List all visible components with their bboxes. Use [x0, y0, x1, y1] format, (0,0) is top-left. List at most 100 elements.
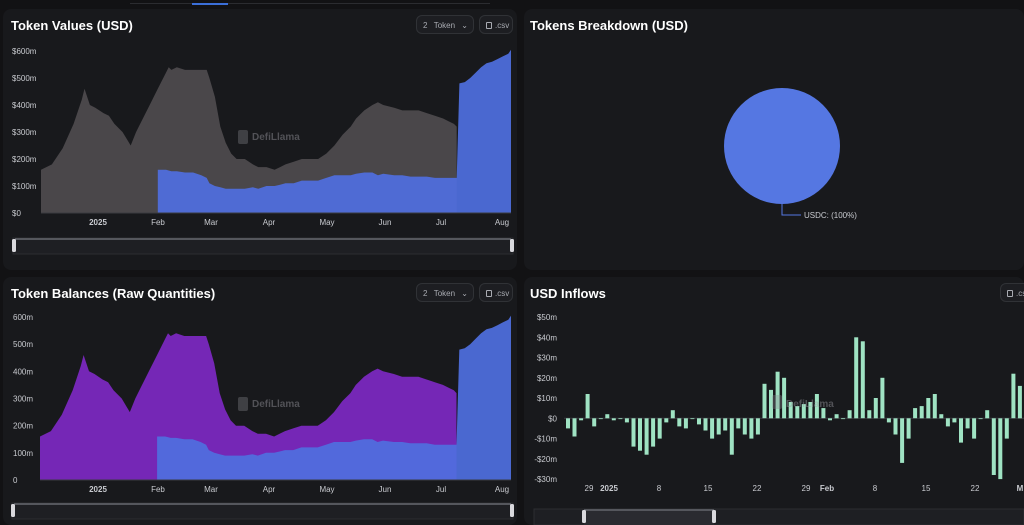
inflow-bar	[710, 418, 715, 439]
inflow-bar	[795, 406, 800, 419]
y-tick-label: -$30m	[534, 475, 557, 484]
inflow-bar	[755, 418, 760, 435]
y-tick-label: $300m	[12, 128, 37, 137]
defillama-logo-icon	[238, 397, 248, 411]
inflow-bar	[893, 418, 898, 435]
inflow-bar	[592, 418, 597, 427]
token-values-title: Token Values (USD)	[11, 18, 133, 33]
csv-download-button[interactable]: .csv	[1000, 283, 1024, 302]
y-tick-label: $0	[548, 414, 557, 423]
token-select-button[interactable]: 2 Token ⌄	[416, 283, 474, 302]
inflow-bar	[801, 404, 806, 419]
inflow-bar	[919, 406, 924, 419]
inflow-bar	[657, 418, 662, 439]
inflow-bar	[814, 394, 819, 419]
inflow-bar	[972, 418, 977, 439]
x-tick-label: Feb	[151, 485, 165, 494]
inflow-bar	[769, 389, 773, 419]
y-tick-label: 600m	[13, 313, 33, 322]
range-slider-bar	[14, 503, 511, 505]
x-tick-label: Mar	[204, 485, 218, 494]
token-select-label: Token	[433, 21, 456, 30]
x-tick-label: 8	[873, 484, 878, 493]
y-tick-label: $20m	[537, 374, 557, 383]
tokens-breakdown-pie: USDC: (100%)	[724, 88, 857, 220]
inflow-bar	[841, 418, 846, 420]
y-tick-label: 300m	[13, 395, 33, 404]
csv-download-button[interactable]: .csv	[479, 283, 513, 302]
series-area-2	[157, 49, 512, 214]
inflow-bar	[762, 383, 767, 419]
range-slider-handle-left	[582, 510, 586, 523]
csv-label: .csv	[1016, 289, 1024, 298]
inflow-bar	[926, 398, 931, 419]
inflow-bar	[651, 418, 656, 447]
watermark: DefiLlama	[252, 132, 300, 143]
top-tab-strip	[0, 0, 1024, 8]
inflow-bar	[834, 414, 839, 419]
inflow-bar	[631, 418, 636, 447]
x-tick-label: 2025	[89, 218, 107, 227]
x-tick-label: 22	[971, 484, 980, 493]
x-tick-label: Apr	[263, 218, 276, 227]
x-tick-label: Aug	[495, 485, 509, 494]
file-icon	[1007, 290, 1013, 297]
inflow-bar	[611, 418, 616, 421]
inflow-bar	[880, 377, 885, 419]
x-tick-label: Jul	[436, 218, 446, 227]
y-tick-label: $400m	[12, 101, 37, 110]
x-tick-label: 29	[802, 484, 811, 493]
pie-slice-1	[724, 88, 840, 204]
csv-download-button[interactable]: .csv	[479, 15, 513, 34]
range-slider-handle-left	[11, 504, 15, 517]
x-tick-label: Aug	[495, 218, 509, 227]
csv-label: .csv	[495, 289, 510, 298]
inflow-bar	[782, 377, 787, 419]
defillama-logo-icon	[772, 395, 782, 409]
inflow-bar	[932, 394, 937, 419]
tokens-breakdown-title: Tokens Breakdown (USD)	[530, 18, 688, 33]
token-select-button[interactable]: 2 Token ⌄	[416, 15, 474, 34]
token-balances-chart: 0 100m 200m 300m 400m 500m 600m 2025 Feb Mar Apr Ma…	[11, 313, 514, 520]
inflow-bar	[723, 418, 728, 431]
csv-label: .csv	[495, 21, 510, 30]
inflow-bar	[847, 410, 852, 419]
inflow-bar	[572, 418, 577, 437]
x-tick-label: May	[319, 485, 334, 494]
inflow-bar	[736, 418, 741, 429]
x-tick-label: 8	[657, 484, 662, 493]
inflow-bar	[618, 418, 623, 420]
x-tick-label: 2025	[89, 485, 107, 494]
watermark: DefiLlama	[252, 399, 300, 410]
usd-inflows-panel: USD Inflows .csv	[524, 277, 1024, 525]
y-tick-label: $200m	[12, 155, 37, 164]
inflow-bar	[821, 408, 826, 419]
inflow-bar	[703, 418, 708, 431]
x-tick-label: M	[1017, 484, 1024, 493]
inflow-bar	[860, 341, 865, 419]
inflow-bar	[677, 418, 682, 427]
inflow-bar	[585, 394, 590, 419]
inflow-bar	[1011, 373, 1016, 419]
token-values-chart: $0 $100m $200m $300m $400m $500m $600m 2025 Feb M…	[12, 47, 514, 255]
inflow-bar	[959, 418, 963, 443]
inflow-bar	[867, 410, 872, 419]
y-tick-label: $40m	[537, 333, 557, 342]
active-tab-indicator	[192, 3, 228, 5]
x-tick-label: 29	[585, 484, 594, 493]
range-slider-bar	[15, 238, 511, 240]
x-tick-label: Apr	[263, 485, 276, 494]
inflow-bar	[697, 418, 701, 425]
inflow-bar	[873, 398, 878, 419]
range-slider-track	[12, 237, 514, 255]
inflow-bar	[854, 337, 859, 419]
y-tick-label: $30m	[537, 354, 557, 363]
y-tick-label: 200m	[13, 422, 33, 431]
y-tick-label: 500m	[13, 340, 33, 349]
inflow-bar	[664, 418, 669, 423]
inflow-bar	[991, 418, 996, 475]
watermark: DefiLlama	[786, 399, 834, 410]
inflow-bar	[900, 418, 905, 463]
y-tick-label: $0	[12, 209, 21, 218]
inflow-bar	[598, 418, 603, 420]
